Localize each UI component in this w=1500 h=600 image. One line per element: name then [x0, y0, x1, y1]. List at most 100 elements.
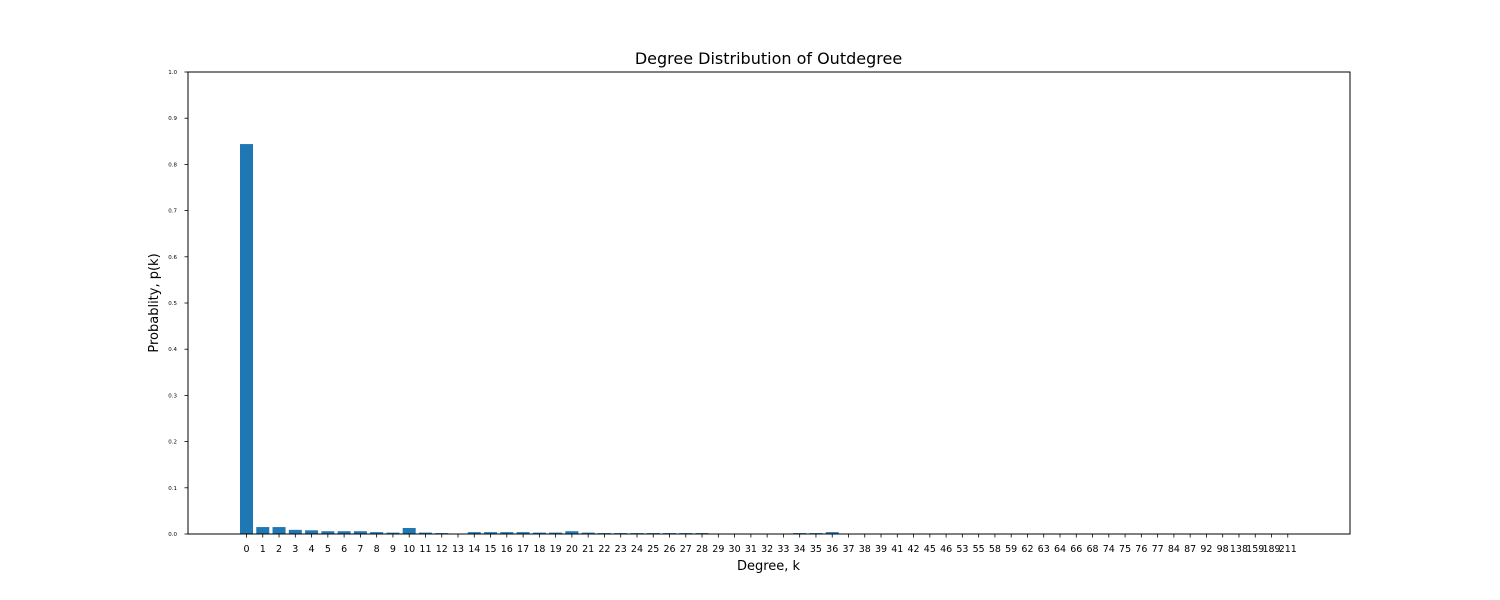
- x-tick-label: 66: [1070, 544, 1082, 555]
- x-tick-label: 1: [260, 544, 266, 555]
- x-tick-label: 84: [1168, 544, 1180, 555]
- x-tick-label: 20: [566, 544, 578, 555]
- x-axis-label: Degree, k: [737, 559, 801, 574]
- x-tick-label: 25: [647, 544, 659, 555]
- y-tick-label: 1.0: [168, 70, 177, 76]
- x-tick-label: 41: [891, 544, 903, 555]
- y-tick-label: 0.9: [168, 116, 177, 122]
- x-tick-label: 19: [550, 544, 562, 555]
- y-tick-label: 0.5: [168, 301, 177, 307]
- x-tick-label: 63: [1038, 544, 1050, 555]
- y-tick-label: 0.0: [168, 532, 177, 538]
- x-tick-label: 38: [859, 544, 871, 555]
- y-tick-label: 0.8: [168, 162, 177, 168]
- y-axis-label: Probablity, p(k): [147, 253, 162, 352]
- y-tick-label: 0.1: [168, 486, 177, 492]
- x-tick-label: 59: [1005, 544, 1017, 555]
- x-tick-label: 0: [243, 544, 249, 555]
- bar-10: [402, 527, 416, 534]
- x-tick-label: 12: [436, 544, 448, 555]
- y-tick-label: 0.4: [168, 347, 177, 353]
- bar-0: [240, 144, 253, 534]
- x-ticks: 0 1 2 3 4 5 6 7 8 9 10 11 12 13 14 15 16 17 18 19 20 21 22 23 24…: [243, 534, 1297, 555]
- x-tick-label: 30: [729, 544, 741, 555]
- bar-6: [337, 531, 351, 534]
- x-tick-label: 32: [761, 544, 773, 555]
- x-tick-label: 31: [745, 544, 757, 555]
- y-tick-label: 0.3: [168, 393, 177, 399]
- x-tick-label: 58: [989, 544, 1001, 555]
- bar-1: [256, 527, 270, 534]
- x-tick-label: 5: [325, 544, 331, 555]
- x-tick-label: 13: [452, 544, 464, 555]
- x-tick-label: 3: [292, 544, 298, 555]
- x-tick-label: 42: [908, 544, 920, 555]
- y-tick-label: 0.7: [168, 209, 177, 215]
- x-tick-label: 45: [924, 544, 936, 555]
- bar-4: [305, 530, 319, 534]
- x-tick-label: 98: [1217, 544, 1229, 555]
- x-tick-label: 189: [1262, 544, 1280, 555]
- bar-3: [288, 529, 302, 534]
- bar-17: [516, 532, 530, 534]
- x-tick-label: 11: [419, 544, 431, 555]
- bar-7: [353, 531, 367, 534]
- x-tick-label: 92: [1200, 544, 1212, 555]
- bar-21: [581, 532, 595, 534]
- x-tick-label: 4: [309, 544, 315, 555]
- chart-title: Degree Distribution of Outdegree: [635, 49, 902, 68]
- x-tick-label: 2: [276, 544, 282, 555]
- bar-15: [484, 532, 498, 534]
- bar-19: [549, 532, 563, 534]
- x-tick-label: 35: [810, 544, 822, 555]
- x-tick-label: 17: [517, 544, 529, 555]
- x-tick-label: 159: [1246, 544, 1264, 555]
- x-tick-label: 55: [973, 544, 985, 555]
- x-tick-label: 87: [1184, 544, 1196, 555]
- x-tick-label: 138: [1230, 544, 1248, 555]
- x-tick-label: 6: [341, 544, 347, 555]
- x-tick-label: 7: [357, 544, 363, 555]
- x-tick-label: 34: [794, 544, 806, 555]
- x-tick-label: 15: [485, 544, 497, 555]
- bar-14: [467, 532, 481, 534]
- x-tick-label: 64: [1054, 544, 1066, 555]
- bar-9: [386, 532, 400, 534]
- x-tick-label: 76: [1135, 544, 1147, 555]
- x-tick-label: 23: [615, 544, 627, 555]
- bar-18: [532, 532, 546, 534]
- x-tick-label: 74: [1103, 544, 1115, 555]
- x-tick-label: 26: [663, 544, 675, 555]
- x-tick-label: 62: [1021, 544, 1033, 555]
- x-tick-label: 75: [1119, 544, 1131, 555]
- x-tick-label: 14: [468, 544, 480, 555]
- x-tick-label: 39: [875, 544, 887, 555]
- x-tick-label: 8: [374, 544, 380, 555]
- x-tick-label: 68: [1086, 544, 1098, 555]
- x-tick-label: 22: [598, 544, 610, 555]
- bar-2: [272, 527, 286, 534]
- bar-11: [418, 532, 432, 534]
- bar-16: [500, 532, 514, 534]
- x-tick-label: 9: [390, 544, 396, 555]
- bar-20: [565, 531, 579, 534]
- x-tick-label: 37: [842, 544, 854, 555]
- y-tick-label: 0.6: [168, 255, 177, 261]
- bars-layer: [240, 144, 1295, 534]
- x-tick-label: 10: [403, 544, 415, 555]
- x-tick-label: 21: [582, 544, 594, 555]
- bar-8: [370, 532, 384, 534]
- x-tick-label: 211: [1279, 544, 1297, 555]
- x-tick-label: 24: [631, 544, 643, 555]
- x-tick-label: 18: [533, 544, 545, 555]
- plot-frame: [187, 71, 1351, 535]
- x-tick-label: 36: [826, 544, 838, 555]
- bar-36: [825, 532, 839, 534]
- x-tick-label: 16: [501, 544, 513, 555]
- x-tick-label: 33: [777, 544, 789, 555]
- x-tick-label: 28: [696, 544, 708, 555]
- bar-5: [321, 531, 335, 534]
- x-tick-label: 53: [956, 544, 968, 555]
- y-tick-label: 0.2: [168, 440, 177, 446]
